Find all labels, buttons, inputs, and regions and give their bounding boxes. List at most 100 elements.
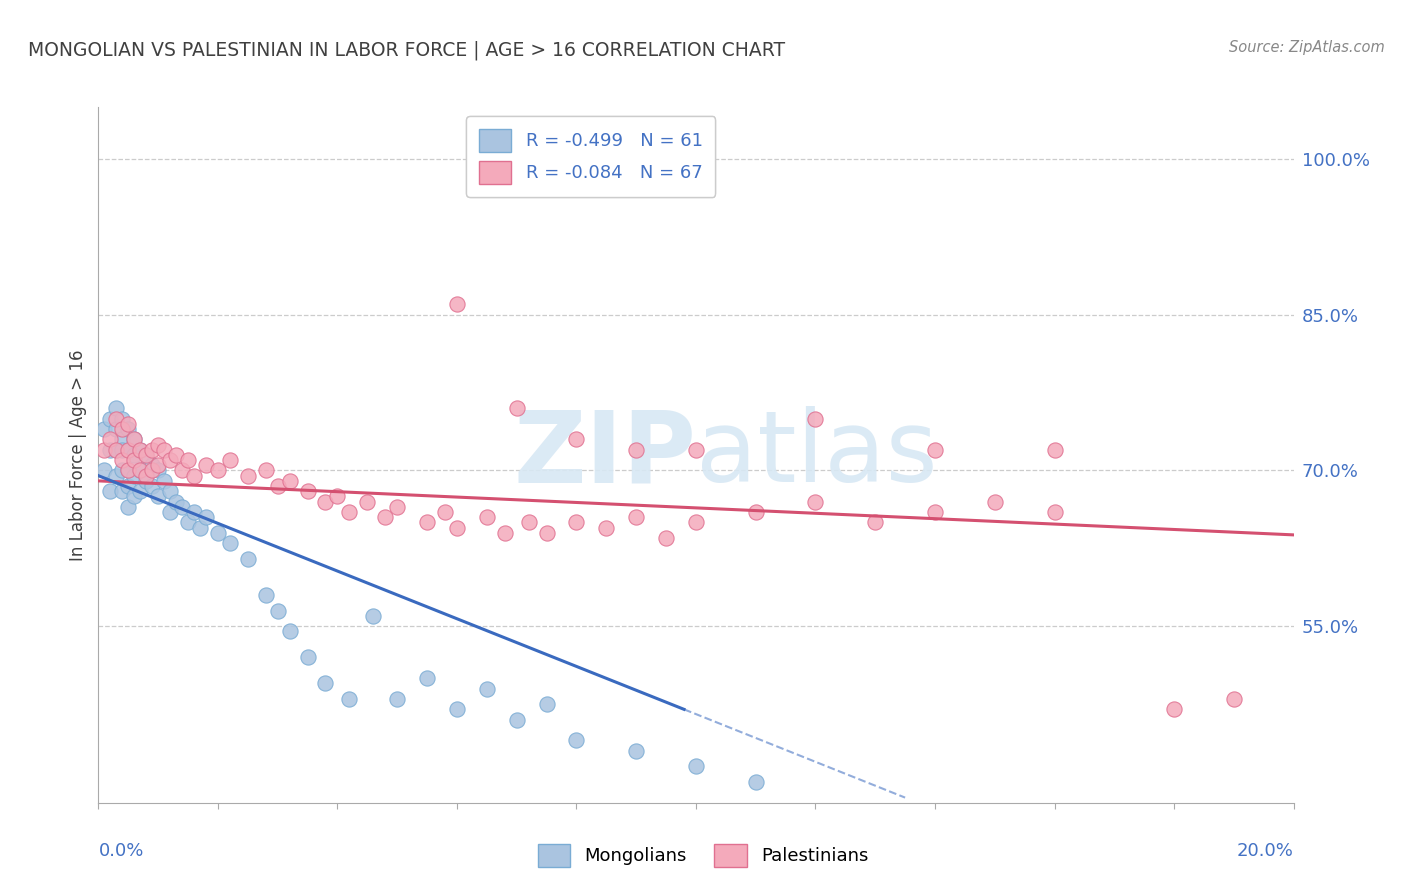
Point xyxy=(278,624,301,639)
Point xyxy=(1223,692,1246,706)
Point xyxy=(536,525,558,540)
Point xyxy=(626,744,648,758)
Point xyxy=(177,516,200,530)
Point xyxy=(141,458,163,473)
Point xyxy=(117,463,139,477)
Point xyxy=(124,453,146,467)
Point xyxy=(117,479,139,493)
Point xyxy=(111,433,134,447)
Point xyxy=(177,453,200,467)
Point xyxy=(685,442,707,457)
Legend: Mongolians, Palestinians: Mongolians, Palestinians xyxy=(530,837,876,874)
Point xyxy=(105,468,128,483)
Point xyxy=(148,458,170,473)
Point xyxy=(117,463,139,477)
Point xyxy=(135,474,157,488)
Point xyxy=(135,448,157,462)
Point xyxy=(105,442,128,457)
Point xyxy=(339,505,361,519)
Text: MONGOLIAN VS PALESTINIAN IN LABOR FORCE | AGE > 16 CORRELATION CHART: MONGOLIAN VS PALESTINIAN IN LABOR FORCE … xyxy=(28,40,785,60)
Point xyxy=(93,422,115,436)
Point xyxy=(98,411,122,425)
Point xyxy=(105,411,128,425)
Point xyxy=(111,484,134,499)
Point xyxy=(117,442,139,457)
Point xyxy=(98,484,122,499)
Point xyxy=(153,474,176,488)
Point xyxy=(124,433,146,447)
Point xyxy=(219,453,242,467)
Point xyxy=(326,490,349,504)
Point xyxy=(129,442,152,457)
Point xyxy=(565,433,588,447)
Point xyxy=(183,468,205,483)
Text: Source: ZipAtlas.com: Source: ZipAtlas.com xyxy=(1229,40,1385,55)
Point xyxy=(98,442,122,457)
Point xyxy=(165,448,187,462)
Point xyxy=(315,494,337,508)
Point xyxy=(685,759,707,773)
Point xyxy=(135,448,157,462)
Point xyxy=(984,494,1007,508)
Point xyxy=(207,525,229,540)
Point xyxy=(416,671,439,685)
Text: 0.0%: 0.0% xyxy=(98,842,143,860)
Point xyxy=(141,479,163,493)
Point xyxy=(141,463,163,477)
Point xyxy=(111,453,134,467)
Point xyxy=(111,411,134,425)
Point xyxy=(124,468,146,483)
Point xyxy=(129,463,152,477)
Point xyxy=(374,510,396,524)
Point xyxy=(267,479,290,493)
Point xyxy=(416,516,439,530)
Point xyxy=(475,510,498,524)
Point xyxy=(506,401,529,416)
Point xyxy=(924,505,946,519)
Point xyxy=(865,516,887,530)
Point xyxy=(494,525,516,540)
Point xyxy=(254,588,277,602)
Point xyxy=(536,697,558,711)
Point xyxy=(745,505,768,519)
Point xyxy=(117,422,139,436)
Point xyxy=(183,505,205,519)
Point xyxy=(172,500,194,514)
Text: 20.0%: 20.0% xyxy=(1237,842,1294,860)
Point xyxy=(111,463,134,477)
Point xyxy=(745,775,768,789)
Point xyxy=(506,713,529,727)
Point xyxy=(111,442,134,457)
Point xyxy=(129,463,152,477)
Point xyxy=(172,463,194,477)
Y-axis label: In Labor Force | Age > 16: In Labor Force | Age > 16 xyxy=(69,349,87,561)
Point xyxy=(165,494,187,508)
Point xyxy=(219,536,242,550)
Point xyxy=(446,520,468,534)
Point xyxy=(565,516,588,530)
Point xyxy=(159,453,181,467)
Point xyxy=(117,500,139,514)
Legend: R = -0.499   N = 61, R = -0.084   N = 67: R = -0.499 N = 61, R = -0.084 N = 67 xyxy=(465,116,716,197)
Point xyxy=(111,422,134,436)
Point xyxy=(124,448,146,462)
Point xyxy=(195,458,218,473)
Point xyxy=(98,433,122,447)
Point xyxy=(385,500,409,514)
Point xyxy=(475,681,498,696)
Point xyxy=(148,490,170,504)
Point xyxy=(148,463,170,477)
Point xyxy=(105,401,128,416)
Point xyxy=(804,411,827,425)
Point xyxy=(446,702,468,716)
Point xyxy=(129,442,152,457)
Point xyxy=(804,494,827,508)
Point xyxy=(141,442,163,457)
Point xyxy=(385,692,409,706)
Point xyxy=(339,692,361,706)
Point xyxy=(1163,702,1185,716)
Point xyxy=(924,442,946,457)
Text: atlas: atlas xyxy=(696,407,938,503)
Point xyxy=(278,474,301,488)
Point xyxy=(626,442,648,457)
